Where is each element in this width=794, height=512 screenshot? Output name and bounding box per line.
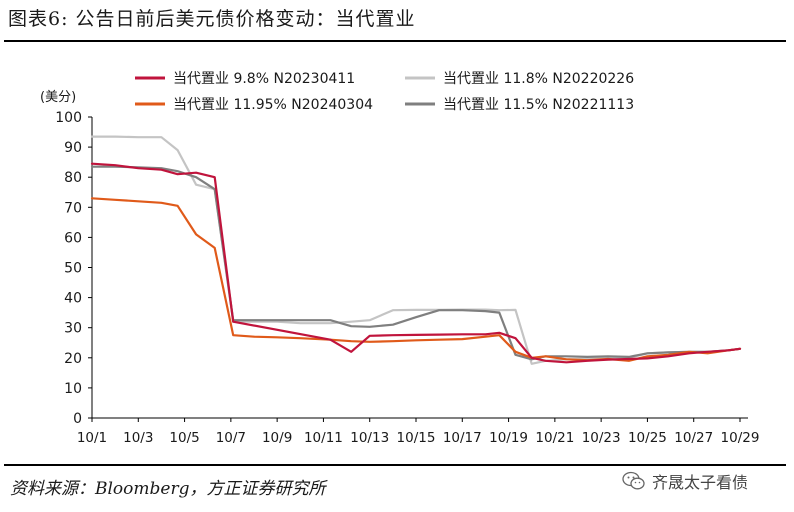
y-tick-label: 80 bbox=[64, 170, 82, 186]
title-rule bbox=[4, 40, 786, 42]
y-tick-label: 30 bbox=[64, 321, 82, 337]
wechat-icon bbox=[622, 471, 645, 490]
y-axis-label: (美分) bbox=[40, 90, 76, 105]
x-tick-label: 10/21 bbox=[535, 430, 574, 446]
x-tick-label: 10/1 bbox=[77, 430, 107, 446]
y-tick-label: 20 bbox=[64, 351, 82, 367]
series-line-1 bbox=[90, 162, 742, 364]
source-note: 资料来源：Bloomberg，方正证券研究所 bbox=[10, 479, 326, 499]
chart-legend: 当代置业 9.8% N20230411 当代置业 11.8% N20220226 当… bbox=[135, 71, 634, 113]
y-tick-label: 10 bbox=[64, 381, 82, 397]
x-tick-label: 10/19 bbox=[489, 430, 528, 446]
series-line-2 bbox=[90, 135, 742, 365]
legend-label-1: 当代置业 9.8% N20230411 bbox=[173, 71, 355, 87]
x-tick-label: 10/29 bbox=[721, 430, 760, 446]
x-tick-label: 10/7 bbox=[216, 430, 246, 446]
x-tick-label: 10/17 bbox=[443, 430, 482, 446]
chart-axes: 0 10 20 30 40 50 60 70 80 90 100 (美分) 10/1 10/3 10/5 10… bbox=[40, 90, 759, 446]
x-tick-label: 10/3 bbox=[123, 430, 153, 446]
y-tick-label: 60 bbox=[64, 230, 82, 246]
y-tick-label: 50 bbox=[64, 261, 82, 277]
x-tick-label: 10/27 bbox=[674, 430, 713, 446]
x-tick-label: 10/25 bbox=[628, 430, 667, 446]
series-line-3 bbox=[90, 197, 742, 362]
footer-rule bbox=[4, 464, 786, 466]
y-tick-label: 70 bbox=[64, 200, 82, 216]
x-tick-label: 10/9 bbox=[262, 430, 292, 446]
legend-label-2: 当代置业 11.8% N20220226 bbox=[443, 71, 634, 87]
figure-title: 图表6: 公告日前后美元债价格变动：当代置业 bbox=[8, 8, 416, 30]
watermark: 齐晟太子看债 bbox=[622, 469, 748, 493]
x-tick-label: 10/13 bbox=[350, 430, 389, 446]
x-tick-label: 10/5 bbox=[169, 430, 199, 446]
series-line-4 bbox=[90, 165, 742, 361]
watermark-text: 齐晟太子看债 bbox=[652, 473, 749, 492]
x-tick-label: 10/11 bbox=[304, 430, 343, 446]
y-tick-label: 40 bbox=[64, 291, 82, 307]
x-tick-label: 10/15 bbox=[397, 430, 436, 446]
chart-series-lines bbox=[90, 135, 742, 365]
y-tick-label: 90 bbox=[64, 140, 82, 156]
x-tick-label: 10/23 bbox=[582, 430, 621, 446]
y-tick-label: 100 bbox=[55, 110, 82, 126]
legend-label-3: 当代置业 11.95% N20240304 bbox=[173, 97, 373, 113]
legend-label-4: 当代置业 11.5% N20221113 bbox=[443, 97, 634, 113]
y-tick-label: 0 bbox=[73, 411, 82, 427]
